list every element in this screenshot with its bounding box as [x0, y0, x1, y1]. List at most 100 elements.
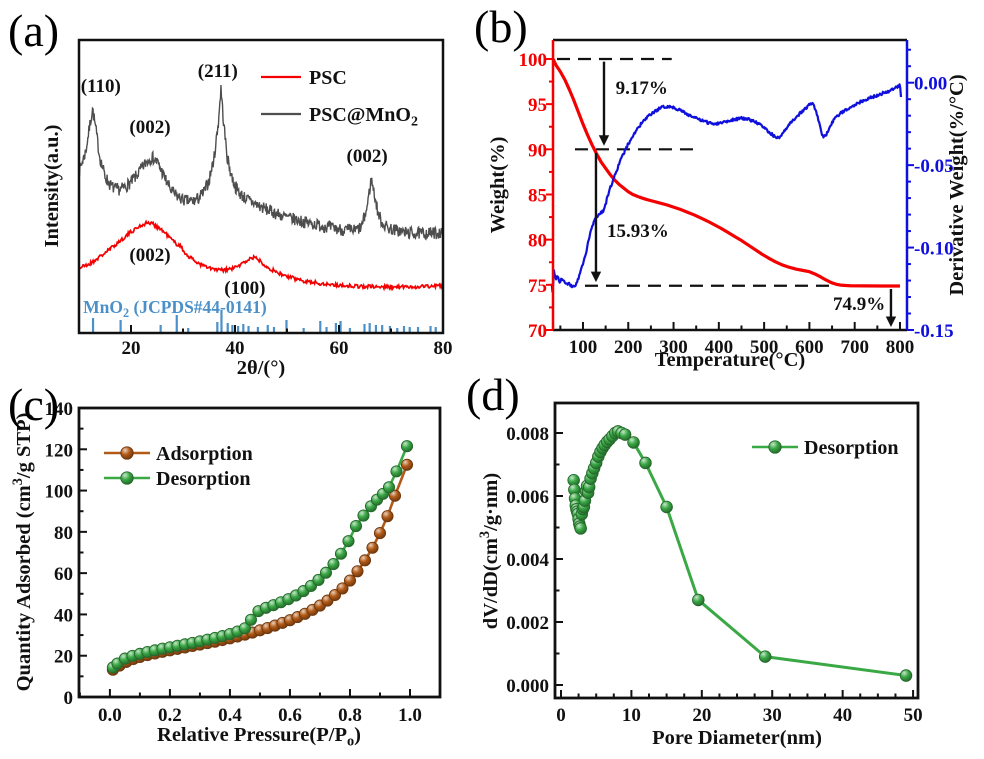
- peak-label: (211): [198, 61, 238, 82]
- y-tick-label: 0: [64, 688, 74, 709]
- x-tick-label: 0.2: [158, 705, 182, 726]
- legend-label: Desorption: [156, 468, 250, 490]
- panel-b-right-y-axis-label: Derivative Weight(%/°C): [946, 74, 968, 295]
- data-point-marker: [400, 440, 414, 453]
- x-tick-label: 200: [614, 337, 643, 358]
- y-tick-label: 0.000: [506, 676, 549, 697]
- panel-b-left-y-axis-label: Weight(%): [487, 137, 509, 234]
- right-y-tick-label: -0.05: [914, 156, 954, 177]
- data-point-marker: [336, 582, 349, 595]
- y-tick-label: 100: [45, 482, 74, 503]
- panel-d-label: (d): [466, 369, 520, 420]
- panel-a-x-axis-label: 2θ/(°): [237, 357, 286, 379]
- legend-label: PSC@MnO2: [309, 104, 418, 129]
- panel-d-x-axis-label: Pore Diameter(nm): [652, 727, 822, 749]
- right-y-tick-label: 0.00: [914, 74, 947, 95]
- x-tick-label: 400: [705, 337, 734, 358]
- data-point-marker: [366, 541, 379, 554]
- left-y-tick-label: 85: [528, 185, 547, 206]
- y-tick-label: 0.006: [506, 487, 549, 508]
- data-point-marker: [400, 458, 414, 471]
- right-y-tick-label: -0.10: [914, 239, 954, 260]
- x-tick-label: 40: [833, 705, 852, 726]
- x-tick-label: 20: [692, 705, 711, 726]
- peak-label: (002): [129, 245, 170, 266]
- left-y-tick-label: 100: [519, 50, 548, 71]
- y-tick-label: 0.004: [506, 550, 549, 571]
- y-tick-label: 80: [54, 523, 73, 544]
- peak-label: (100): [224, 278, 265, 299]
- psc-xrd-curve: [78, 219, 444, 292]
- panel-d-legend: Desorption: [752, 437, 898, 459]
- data-point-marker: [349, 520, 363, 533]
- adsorption-curve: [112, 464, 409, 671]
- mno2-reference-label: MnO2 (JCPDS#44-0141): [83, 297, 267, 320]
- data-point-marker: [373, 527, 387, 540]
- x-tick-label: 60: [330, 338, 349, 359]
- panel-b-x-axis-label: Temperature(°C): [655, 349, 806, 371]
- y-tick-label: 120: [45, 440, 74, 461]
- panel-c-isotherm-chart: 0.0 0.2 0.4 0.6 0.8 1.0 0 20 40 60 80 100 120 140 Rela…: [10, 399, 442, 750]
- x-tick-label: 40: [226, 338, 245, 359]
- data-point-marker: [390, 465, 403, 478]
- y-tick-label: 20: [54, 647, 73, 668]
- x-tick-label: 0.0: [98, 705, 122, 726]
- panel-a-label: (a): [8, 5, 60, 56]
- x-tick-label: 0.4: [218, 705, 242, 726]
- right-y-tick-label: -0.15: [914, 321, 954, 342]
- data-point-marker: [639, 456, 652, 470]
- y-tick-label: 40: [54, 605, 73, 626]
- y-tick-label: 0.008: [506, 424, 549, 445]
- x-tick-label: 600: [795, 337, 824, 358]
- y-tick-label: 0.002: [506, 613, 549, 634]
- panel-b-label: (b): [474, 1, 528, 52]
- plot-frame: [77, 38, 445, 335]
- data-point-marker: [899, 669, 913, 682]
- y-tick-label: 140: [45, 399, 74, 420]
- x-tick-label: 800: [886, 337, 915, 358]
- data-point-marker: [351, 565, 364, 578]
- panel-c-legend: Adsorption Desorption: [104, 443, 253, 490]
- x-tick-label: 0.8: [338, 705, 362, 726]
- x-tick-label: 0: [556, 705, 566, 726]
- panel-c-y-axis-label: Quantity Adsorbed (cm3/g STP): [10, 413, 35, 692]
- arrow-head: [598, 135, 610, 146]
- derivative-weight-curve: [550, 83, 903, 294]
- data-point-marker: [627, 436, 640, 449]
- data-point-marker: [343, 574, 357, 587]
- panel-a-legend: PSC PSC@MnO2: [261, 67, 418, 129]
- left-y-tick-label: 80: [528, 231, 547, 252]
- peak-label: (002): [129, 117, 170, 138]
- data-point-marker: [319, 566, 333, 579]
- data-point-marker: [382, 481, 396, 494]
- panel-c-label: (c): [8, 379, 60, 430]
- left-y-tick-label: 70: [528, 321, 547, 342]
- psc-mno2-xrd-curve: [78, 84, 444, 241]
- arrow-head: [885, 316, 897, 328]
- data-point-marker: [768, 440, 782, 454]
- panel-b-tga-chart: 9.17%15.93%74.9%100 200 300 400 500 600 700 800…: [487, 38, 968, 371]
- x-tick-label: 300: [659, 337, 688, 358]
- x-tick-label: 700: [840, 337, 869, 358]
- legend-label: Adsorption: [156, 443, 253, 465]
- data-point-marker: [312, 573, 325, 587]
- annotation-74.9%: 74.9%: [833, 294, 885, 315]
- x-tick-label: 50: [904, 705, 923, 726]
- data-point-marker: [342, 535, 355, 548]
- data-point-marker: [574, 522, 587, 535]
- data-point-marker: [358, 554, 372, 567]
- data-point-marker: [660, 500, 673, 514]
- x-tick-label: 20: [122, 338, 141, 359]
- arrow-head: [590, 271, 602, 283]
- peak-label: (110): [81, 76, 121, 97]
- data-point-marker: [244, 613, 257, 626]
- x-tick-label: 0.6: [278, 705, 302, 726]
- peak-label: (002): [347, 146, 388, 167]
- data-point-marker: [120, 446, 134, 460]
- panel-c-x-axis-label: Relative Pressure(P/Po): [157, 724, 361, 750]
- annotation-9.17%: 9.17%: [616, 78, 668, 99]
- data-point-marker: [388, 489, 402, 502]
- data-point-marker: [618, 428, 632, 441]
